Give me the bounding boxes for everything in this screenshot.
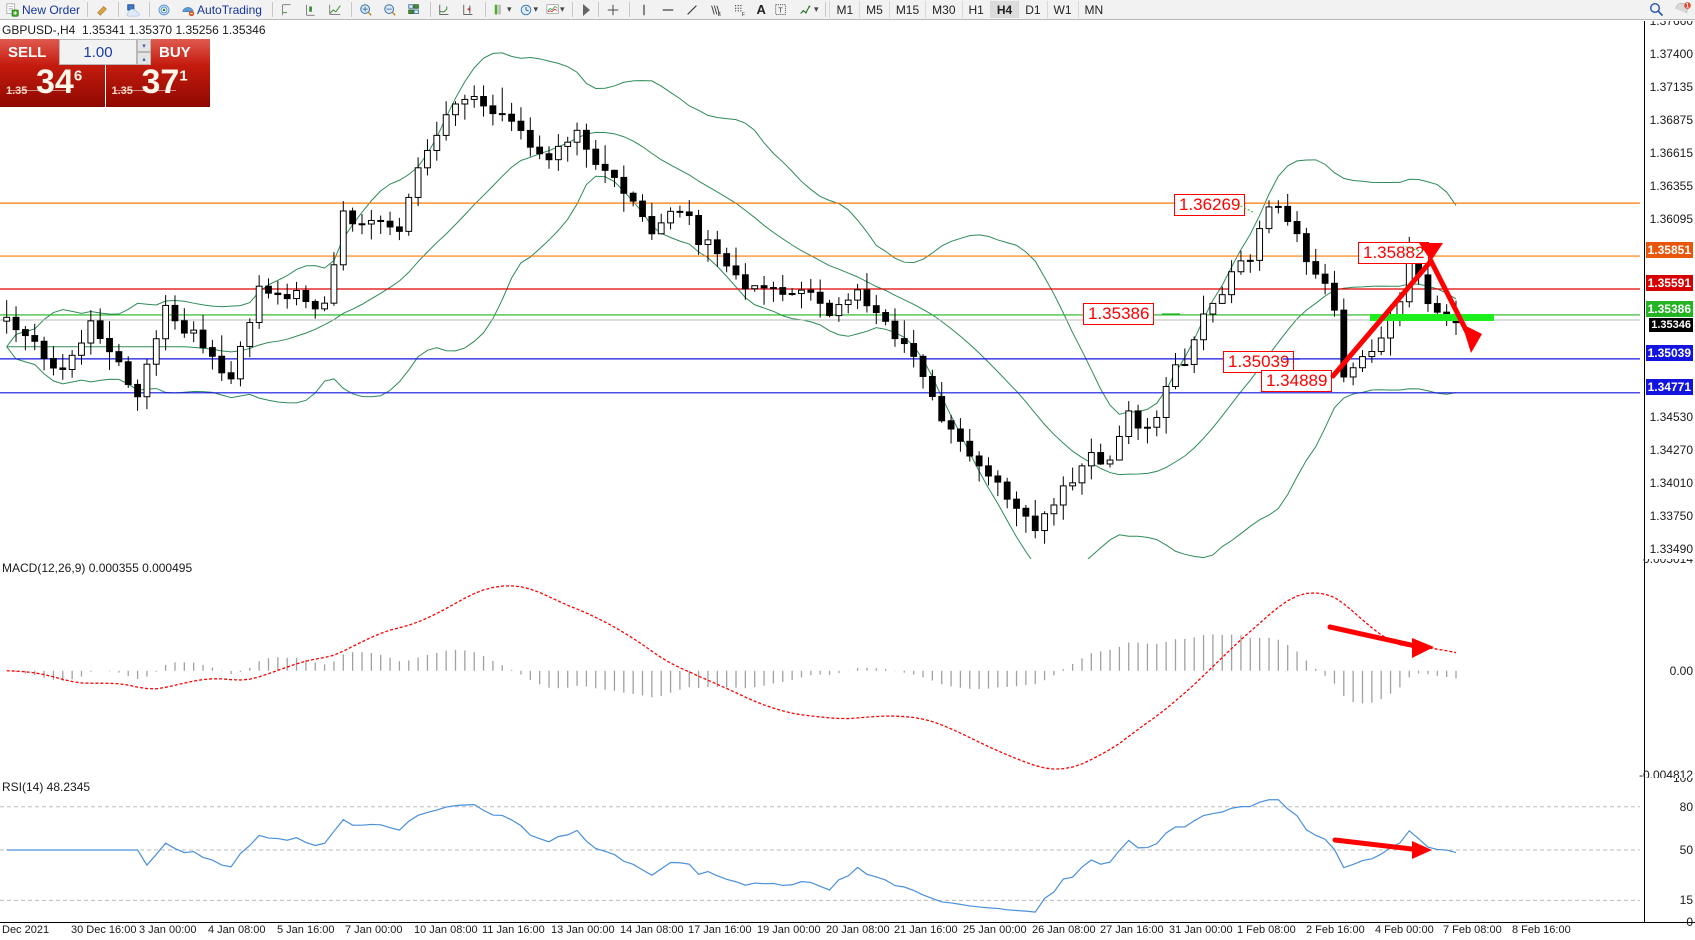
svg-text:T: T	[778, 7, 783, 14]
svg-text:E: E	[717, 12, 721, 17]
svg-text:F: F	[741, 12, 744, 17]
